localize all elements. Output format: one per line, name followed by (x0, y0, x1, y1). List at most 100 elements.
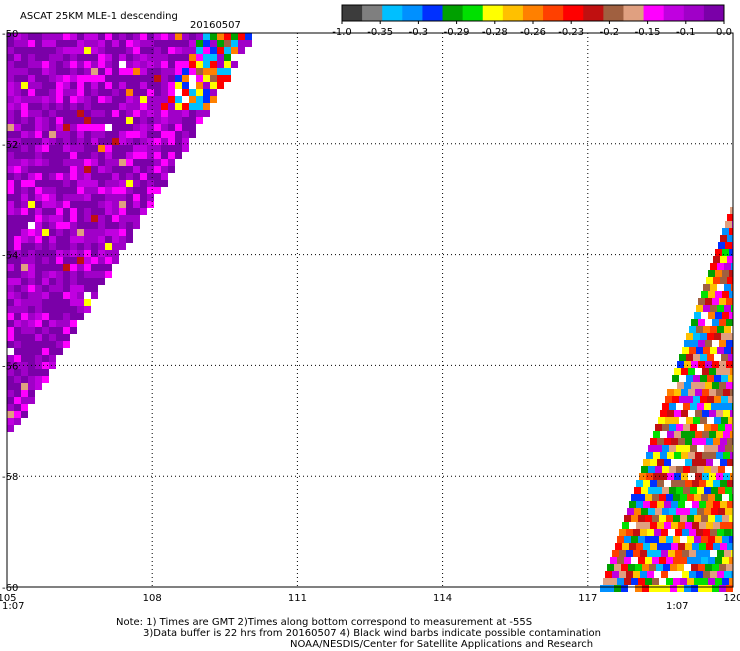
swath-cell (731, 347, 733, 354)
swath-cell (56, 215, 63, 222)
swath-cell (77, 208, 84, 215)
swath-cell (154, 166, 161, 173)
swath-cell (28, 208, 35, 215)
swath-cell (98, 236, 105, 243)
swath-cell (168, 145, 175, 152)
swath-cell (726, 585, 733, 592)
swath-cell (105, 61, 112, 68)
swath-cell (84, 271, 91, 278)
swath-cell (70, 47, 77, 54)
swath-cell (698, 361, 705, 368)
swath-cell (7, 173, 14, 180)
swath-cell (84, 306, 91, 313)
swath-cell (715, 578, 722, 585)
swath-cell (70, 243, 77, 250)
swath-cell (14, 369, 21, 376)
swath-cell (731, 550, 733, 557)
swath-cell (91, 124, 98, 131)
swath-cell (658, 417, 665, 424)
swath-cell (42, 54, 49, 61)
swath-cell (719, 319, 726, 326)
swath-cell (14, 138, 21, 145)
swath-cell (56, 264, 63, 271)
swath-cell (210, 40, 217, 47)
swath-cell (683, 403, 690, 410)
swath-cell (28, 236, 35, 243)
swath-cell (612, 571, 619, 578)
colorbar-swatch (462, 5, 484, 21)
swath-cell (685, 543, 692, 550)
swath-cell (161, 47, 168, 54)
swath-cell (7, 145, 14, 152)
swath-cell (105, 96, 112, 103)
swath-cell (98, 68, 105, 75)
swath-cell (42, 208, 49, 215)
swath-cell (182, 54, 189, 61)
swath-cell (56, 327, 63, 334)
swath-cell (245, 33, 252, 40)
swath-cell (717, 284, 724, 291)
swath-cell (84, 222, 91, 229)
swath-cell (696, 550, 703, 557)
swath-cell (168, 89, 175, 96)
swath-cell (702, 410, 709, 417)
swath-cell (689, 529, 696, 536)
swath-cell (614, 564, 621, 571)
swath-cell (105, 243, 112, 250)
swath-cell (35, 159, 42, 166)
swath-cell (77, 285, 84, 292)
swath-cell (21, 187, 28, 194)
swath-cell (21, 278, 28, 285)
swath-cell (217, 68, 224, 75)
swath-cell (70, 306, 77, 313)
swath-cell (21, 397, 28, 404)
swath-cell (728, 396, 733, 403)
swath-cell (119, 243, 126, 250)
swath-cell (189, 68, 196, 75)
swath-cell (7, 355, 14, 362)
swath-cell (119, 208, 126, 215)
swath-cell (98, 131, 105, 138)
swath-cell (84, 61, 91, 68)
swath-cell (84, 201, 91, 208)
swath-cell (684, 382, 691, 389)
swath-cell (63, 292, 70, 299)
swath-cell (140, 180, 147, 187)
swath-cell (14, 180, 21, 187)
swath-cell (112, 82, 119, 89)
swath-cell (683, 487, 690, 494)
swath-cell (702, 452, 709, 459)
swath-cell (680, 578, 687, 585)
swath-cell (7, 327, 14, 334)
swath-cell (725, 445, 732, 452)
swath-cell (731, 571, 733, 578)
swath-cell (119, 138, 126, 145)
swath-cell (119, 222, 126, 229)
swath-cell (49, 201, 56, 208)
swath-cell (70, 131, 77, 138)
swath-cell (63, 68, 70, 75)
swath-cell (21, 369, 28, 376)
swath-cell (711, 424, 718, 431)
swath-cell (42, 341, 49, 348)
swath-cell (56, 82, 63, 89)
swath-cell (42, 194, 49, 201)
swath-cell (724, 347, 731, 354)
swath-cell (105, 201, 112, 208)
swath-cell (626, 529, 633, 536)
swath-cell (182, 103, 189, 110)
swath-cell (7, 397, 14, 404)
swath-cell (14, 166, 21, 173)
swath-cell (643, 459, 650, 466)
swath-cell (84, 117, 91, 124)
swath-cell (133, 103, 140, 110)
swath-cell (196, 61, 203, 68)
swath-cell (126, 47, 133, 54)
swath-cell (710, 284, 717, 291)
colorbar-swatch (402, 5, 423, 21)
swath-cell (703, 529, 710, 536)
swath-cell (722, 270, 729, 277)
swath-cell (717, 550, 724, 557)
map-frame (6, 32, 734, 588)
swath-cell (703, 571, 710, 578)
